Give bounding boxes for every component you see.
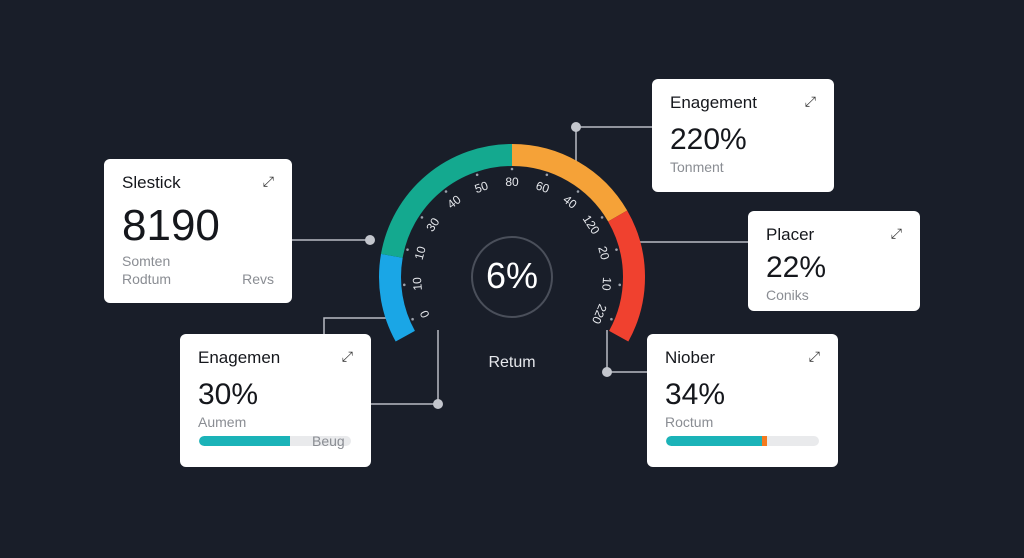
gauge-tick-label: 40 (560, 192, 579, 211)
gauge-tick-label: 10 (410, 276, 425, 291)
gauge-tick-mark (444, 190, 448, 193)
expand-icon[interactable]: ⤢ (808, 348, 820, 364)
gauge-tick-label: 220 (589, 302, 610, 326)
card-title: Niober (665, 348, 716, 367)
card-subtitle-2: Rodtum (122, 271, 172, 287)
metric-card-placer[interactable]: Placer ⤢ 22% Coniks (748, 211, 920, 311)
connector-line (323, 317, 390, 334)
expand-icon[interactable]: ⤢ (804, 93, 816, 109)
gauge-tick-label: 20 (595, 245, 612, 262)
connector-dot (571, 122, 581, 132)
card-title: Enagement (670, 93, 757, 112)
gauge-tick-label: 60 (534, 178, 551, 196)
gauge-segment (511, 144, 628, 222)
card-subtitle: Roctum (665, 414, 714, 430)
card-subtitle: Tonment (670, 159, 724, 175)
gauge-tick-mark (610, 317, 613, 321)
progress-bar (199, 436, 351, 446)
progress-label: Beug (312, 433, 345, 449)
gauge-tick-mark (600, 216, 604, 219)
gauge-segment (379, 253, 416, 342)
card-title: Placer (766, 225, 815, 244)
connector-line (575, 126, 652, 162)
card-value: 22% (766, 251, 827, 284)
gauge-tick-mark (545, 173, 549, 177)
gauge-caption: Retum (488, 354, 536, 371)
card-value: 220% (670, 123, 747, 156)
gauge-tick-label: 0 (417, 308, 433, 320)
gauge-tick-label: 10 (599, 277, 614, 292)
gauge-tick-label: 120 (580, 212, 603, 237)
gauge-segment (381, 144, 513, 258)
card-title: Enagemen (198, 348, 281, 367)
gauge-segment (607, 210, 645, 342)
gauge-tick-label: 40 (444, 192, 463, 211)
gauge-tick-mark (402, 283, 406, 287)
metric-card-slestick[interactable]: Slestick ⤢ 8190 Somten Rodtum Revs (104, 159, 292, 303)
card-subtitle: Aumem (198, 414, 247, 430)
gauge-value: 6% (485, 255, 539, 296)
gauge-tick-mark (615, 248, 618, 251)
card-value: 30% (198, 378, 259, 411)
progress-bar (666, 436, 819, 446)
connector-dot (433, 399, 443, 409)
gauge-tick-mark (411, 317, 414, 321)
card-subtitle: Somten (122, 253, 171, 269)
gauge-tick-label: 30 (423, 215, 442, 234)
gauge-tick-mark (576, 190, 580, 193)
connector-line (371, 330, 439, 405)
card-subtitle: Coniks (766, 287, 809, 303)
gauge-tick-mark (618, 283, 622, 287)
gauge-tick-mark (406, 248, 409, 251)
connector-dot (365, 235, 375, 245)
card-value: 8190 (122, 201, 220, 250)
gauge-tick-mark (420, 216, 424, 219)
gauge-tick-label: 50 (473, 178, 490, 196)
gauge-tick-mark (475, 173, 479, 177)
gauge-tick-label: 80 (505, 175, 519, 189)
card-subtitle-right: Revs (242, 271, 274, 287)
center-ring (471, 236, 553, 318)
metric-card-enagemen[interactable]: Enagemen ⤢ 30% Aumem Beug (180, 334, 371, 467)
card-value: 34% (665, 378, 726, 411)
gauge-tick-label: 10 (412, 244, 429, 261)
expand-icon[interactable]: ⤢ (341, 348, 353, 364)
expand-icon[interactable]: ⤢ (890, 225, 902, 241)
connector-dot (602, 367, 612, 377)
gauge-tick-mark (510, 167, 514, 171)
metric-card-enagement[interactable]: Enagement ⤢ 220% Tonment (652, 79, 834, 192)
metric-card-niober[interactable]: Niober ⤢ 34% Roctum (647, 334, 838, 467)
card-title: Slestick (122, 173, 181, 192)
expand-icon[interactable]: ⤢ (262, 173, 274, 189)
